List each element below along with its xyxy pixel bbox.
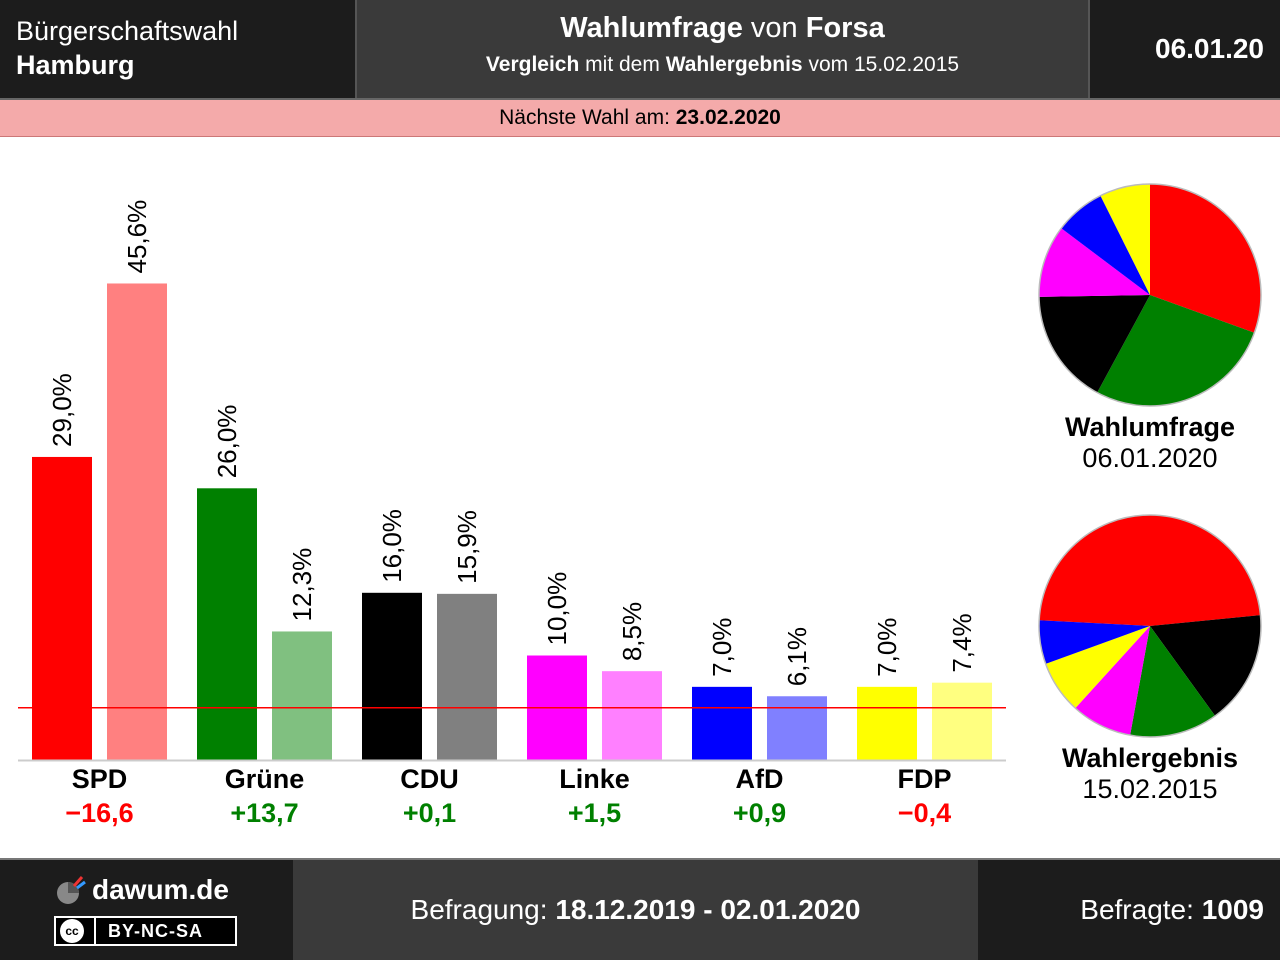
value-label-gruene-result: 12,3% xyxy=(287,548,317,622)
respondents-value: 1009 xyxy=(1201,894,1264,925)
category-label-cdu: CDU xyxy=(400,764,459,794)
value-label-fdp-poll: 7,0% xyxy=(872,618,902,677)
value-label-cdu-poll: 16,0% xyxy=(377,509,407,583)
value-label-afd-result: 6,1% xyxy=(782,627,812,686)
diff-label-afd: +0,9 xyxy=(733,798,786,828)
bar-linke-result xyxy=(602,671,662,760)
pie-slice-result-afd xyxy=(1039,620,1150,664)
diff-label-gruene: +13,7 xyxy=(230,798,298,828)
category-label-gruene: Grüne xyxy=(225,764,305,794)
value-label-spd-result: 45,6% xyxy=(122,200,152,274)
footer-divider xyxy=(0,858,1280,860)
bar-afd-poll xyxy=(692,686,752,760)
footer-respondents: Befragte: 1009 xyxy=(978,860,1280,960)
value-label-fdp-result: 7,4% xyxy=(947,613,977,672)
pie-outline-poll xyxy=(1038,183,1262,407)
pie-result-label: Wahlergebnis xyxy=(1061,743,1239,773)
pie-result-date: 15.02.2015 xyxy=(1082,774,1218,804)
category-label-spd: SPD xyxy=(72,764,128,794)
poll-chart: 29,0% 45,6% SPD −16,6 26,0% 12,3% Grüne +13,7 16… xyxy=(18,183,1262,828)
next-election-label: Nächste Wahl am: xyxy=(499,106,670,129)
bar-cdu-result xyxy=(437,593,497,760)
period-value: 18.12.2019 - 02.01.2020 xyxy=(555,894,861,925)
pie-slice-result-gruene xyxy=(1130,626,1216,737)
value-label-cdu-result: 15,9% xyxy=(452,510,482,584)
pie-slice-poll-fdp xyxy=(1100,184,1150,295)
license-badge[interactable]: cc BY-NC-SA xyxy=(54,916,237,946)
category-label-linke: Linke xyxy=(559,764,630,794)
next-election-bar: Nächste Wahl am: 23.02.2020 xyxy=(0,100,1280,137)
bar-gruene-poll xyxy=(197,488,257,760)
pie-slice-result-fdp xyxy=(1045,626,1150,709)
header-divider xyxy=(0,98,1280,100)
pie-slice-result-spd xyxy=(1039,514,1261,626)
subtitle-comparison: Vergleich xyxy=(485,53,580,76)
subtitle-result: Wahlergebnis xyxy=(665,53,803,76)
cc-icon: cc xyxy=(60,919,84,943)
diff-label-fdp: −0,4 xyxy=(898,798,951,828)
pie-slice-poll-afd xyxy=(1061,195,1150,295)
category-label-fdp: FDP xyxy=(898,764,952,794)
bar-spd-poll xyxy=(32,456,92,760)
category-label-afd: AfD xyxy=(736,764,784,794)
site-name: dawum.de xyxy=(92,874,229,905)
pie-poll-label: Wahlumfrage xyxy=(1064,412,1235,442)
page-title: Wahlumfrage von Forsa xyxy=(357,12,1088,45)
pie-slice-poll-gruene xyxy=(1097,295,1255,407)
title-institute: Forsa xyxy=(805,12,885,44)
period-label: Befragung: xyxy=(410,894,548,925)
pie-slice-poll-linke xyxy=(1039,228,1150,297)
pie-outline-result xyxy=(1038,514,1262,738)
subtitle-with: mit dem xyxy=(585,53,660,76)
bar-fdp-poll xyxy=(857,686,917,760)
pie-logo-icon xyxy=(57,876,86,904)
diff-label-cdu: +0,1 xyxy=(403,798,456,828)
site-logo[interactable]: dawum.de xyxy=(54,874,244,908)
next-election-date: 23.02.2020 xyxy=(675,106,781,129)
bar-spd-result xyxy=(107,283,167,760)
header-date: 06.01.20 xyxy=(1090,0,1280,98)
pie-poll-caption: Wahlumfrage 06.01.2020 xyxy=(1030,412,1270,474)
page-subtitle: Vergleich mit dem Wahlergebnis vom 15.02… xyxy=(357,53,1088,77)
pie-result-caption: Wahlergebnis 15.02.2015 xyxy=(1030,743,1270,805)
value-label-spd-poll: 29,0% xyxy=(47,373,77,447)
diff-label-linke: +1,5 xyxy=(568,798,621,828)
respondents-label: Befragte: xyxy=(1080,894,1194,925)
value-label-linke-poll: 10,0% xyxy=(542,572,572,646)
header-election-info: Bürgerschaftswahl Hamburg xyxy=(0,0,355,98)
footer-brand: dawum.de cc BY-NC-SA xyxy=(0,860,293,960)
license-separator xyxy=(94,918,96,944)
subtitle-date: vom 15.02.2015 xyxy=(808,53,960,76)
title-poll: Wahlumfrage xyxy=(560,12,743,44)
footer-survey-period: Befragung: 18.12.2019 - 02.01.2020 xyxy=(293,860,978,960)
pie-slice-poll-spd xyxy=(1150,184,1262,333)
pie-slice-result-linke xyxy=(1075,626,1150,736)
diff-label-spd: −16,6 xyxy=(65,798,133,828)
election-type: Bürgerschaftswahl xyxy=(16,16,239,46)
value-label-linke-result: 8,5% xyxy=(617,602,647,661)
bar-gruene-result xyxy=(272,631,332,760)
bar-fdp-result xyxy=(932,682,992,760)
pie-slice-result-cdu xyxy=(1150,615,1261,716)
value-label-afd-poll: 7,0% xyxy=(707,618,737,677)
bar-afd-result xyxy=(767,696,827,760)
license-text: BY-NC-SA xyxy=(108,921,204,941)
value-label-gruene-poll: 26,0% xyxy=(212,405,242,479)
title-von: von xyxy=(750,12,798,44)
pie-poll-date: 06.01.2020 xyxy=(1082,443,1218,473)
header-title-block: Wahlumfrage von Forsa Vergleich mit dem … xyxy=(355,0,1090,98)
bar-cdu-poll xyxy=(362,592,422,760)
election-state: Hamburg xyxy=(16,50,135,80)
